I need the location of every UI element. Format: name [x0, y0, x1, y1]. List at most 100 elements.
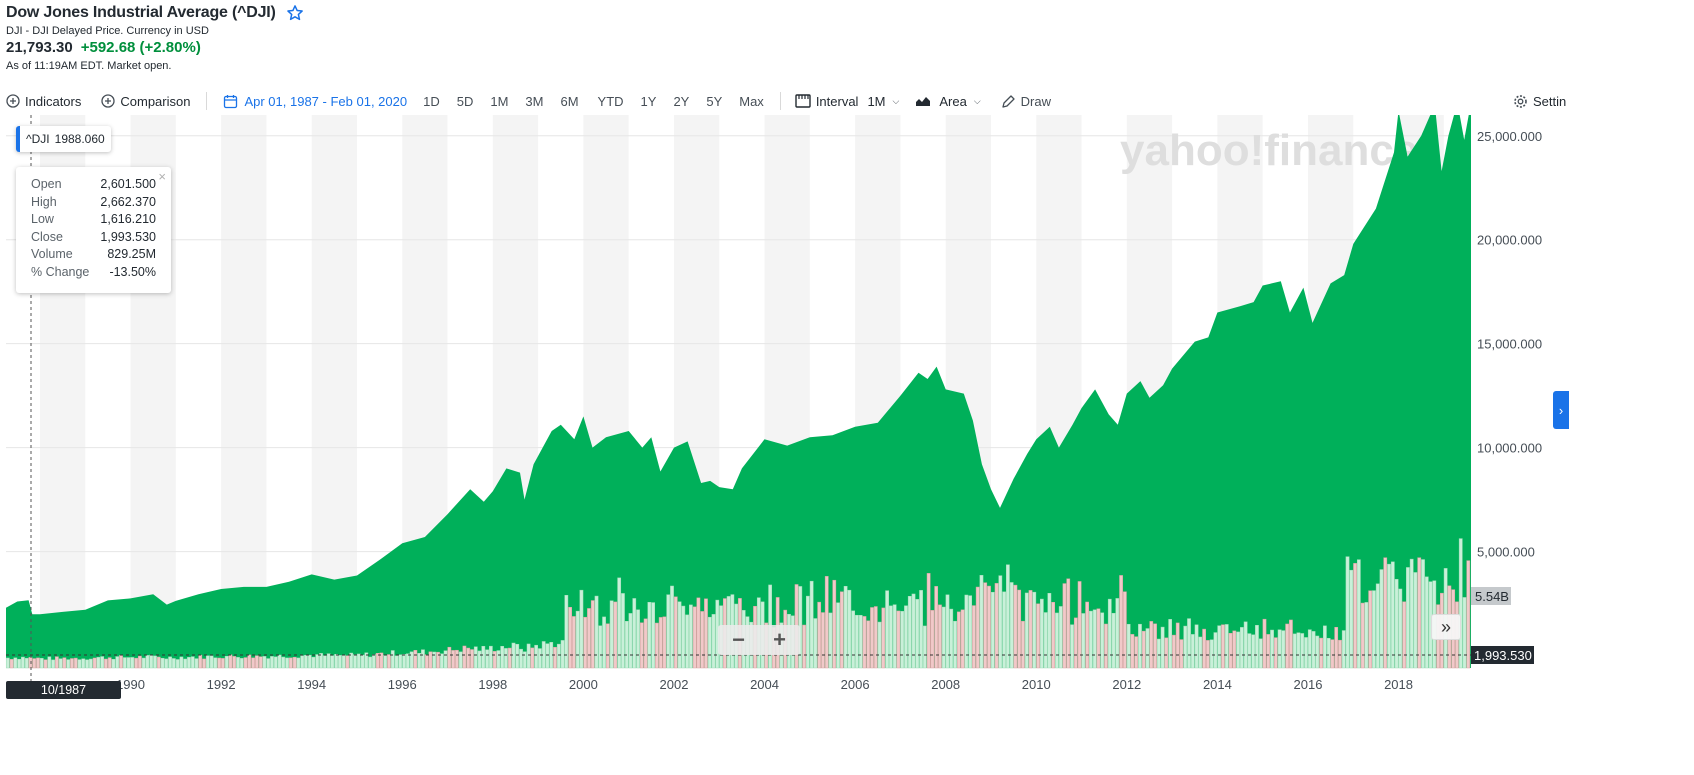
volume-bar	[402, 654, 406, 669]
volume-bar	[398, 654, 403, 669]
volume-bar	[428, 651, 433, 669]
tooltip-row-label: Volume	[31, 247, 73, 262]
volume-bar	[658, 617, 663, 669]
volume-bar	[998, 575, 1003, 669]
volume-bar	[304, 654, 308, 669]
volume-bar	[1281, 630, 1286, 669]
zoom-in-button[interactable]: +	[773, 627, 786, 652]
range-button-5d[interactable]: 5D	[456, 93, 474, 109]
range-button-1d[interactable]: 1D	[423, 93, 440, 109]
x-tick-label: 1992	[207, 677, 236, 692]
volume-bar	[1134, 636, 1139, 669]
volume-bar	[353, 654, 357, 669]
volume-bar	[217, 657, 221, 669]
side-panel-toggle[interactable]: ›	[1553, 391, 1569, 429]
volume-bar	[1172, 634, 1176, 669]
volume-bar	[1255, 625, 1259, 669]
zoom-out-button[interactable]: −	[732, 627, 745, 652]
range-button-ytd[interactable]: YTD	[597, 93, 624, 109]
volume-bar	[828, 612, 833, 669]
volume-bar	[190, 656, 195, 669]
tooltip-row-value: 2,662.370	[100, 194, 156, 209]
scroll-to-end-button[interactable]: »	[1431, 614, 1461, 640]
year-band	[221, 115, 267, 668]
tooltip-row-value: 1,616.210	[100, 212, 156, 227]
chevron-right-icon: ›	[1558, 402, 1564, 418]
tooltip-row-value: 2,601.500	[100, 177, 156, 191]
volume-bar	[202, 658, 206, 669]
volume-bar	[338, 655, 342, 669]
volume-bar	[296, 657, 301, 669]
range-button-5y[interactable]: 5Y	[706, 93, 723, 109]
volume-bar	[1089, 610, 1093, 669]
legend-value: 1988.060	[54, 132, 105, 146]
volume-bar	[1364, 602, 1369, 669]
volume-bars	[5, 538, 1471, 669]
volume-bar	[130, 657, 135, 669]
volume-bar	[1058, 606, 1063, 669]
volume-bar	[266, 658, 271, 669]
chart-type-selector[interactable]: Area ⌵	[915, 94, 981, 109]
volume-bar	[179, 656, 184, 669]
volume-bar	[968, 595, 972, 669]
volume-bar	[1126, 623, 1131, 669]
volume-bar	[198, 654, 203, 669]
comparison-label: Comparison	[120, 93, 191, 109]
interval-value: 1M	[867, 93, 886, 109]
range-button-3m[interactable]: 3M	[525, 93, 544, 109]
volume-bar	[1077, 581, 1082, 669]
volume-bar	[387, 654, 391, 669]
volume-bar	[311, 656, 316, 669]
volume-bar	[613, 601, 618, 669]
volume-bar	[239, 658, 244, 669]
volume-bar	[405, 653, 410, 669]
volume-bar	[9, 659, 14, 669]
range-button-2y[interactable]: 2Y	[673, 93, 690, 109]
volume-bar	[900, 611, 905, 669]
volume-bar	[632, 598, 637, 669]
range-button-max[interactable]: Max	[739, 93, 764, 109]
volume-bar	[643, 618, 648, 669]
volume-bar	[556, 643, 561, 669]
volume-bar	[862, 616, 867, 669]
volume-bar	[138, 655, 142, 669]
series-legend[interactable]: ^DJI 1988.060	[16, 126, 111, 152]
x-tick-label: 2014	[1203, 677, 1232, 692]
star-icon[interactable]	[286, 4, 304, 22]
volume-bar	[689, 604, 693, 669]
x-tick-label: 1990	[116, 677, 145, 692]
range-button-1y[interactable]: 1Y	[640, 93, 657, 109]
close-icon[interactable]: ×	[158, 169, 166, 184]
volume-bar	[1356, 559, 1361, 669]
volume-bar	[92, 657, 97, 669]
volume-bar	[447, 646, 452, 669]
volume-bar	[81, 658, 86, 669]
volume-bar	[451, 650, 455, 669]
settings-button[interactable]: Settin	[1513, 94, 1566, 109]
volume-bar	[1081, 613, 1086, 669]
volume-bar	[1006, 564, 1010, 669]
pencil-icon	[1001, 94, 1015, 108]
volume-bar	[700, 611, 705, 669]
interval-selector[interactable]: Interval 1M ⌵	[795, 93, 899, 109]
volume-bar	[896, 610, 901, 669]
volume-bar	[28, 657, 33, 669]
volume-bar	[655, 622, 659, 669]
volume-bar	[1341, 630, 1346, 669]
volume-bar	[843, 586, 848, 669]
draw-button[interactable]: Draw	[1001, 94, 1051, 109]
ohlc-tooltip: × Open 2,601.500 High 2,662.370 Low 1,616.210…	[16, 167, 171, 293]
date-range-picker[interactable]: Apr 01, 1987 - Feb 01, 2020	[223, 94, 407, 109]
volume-bar	[96, 657, 101, 669]
range-button-1m[interactable]: 1M	[490, 93, 509, 109]
indicators-button[interactable]: Indicators	[6, 94, 81, 109]
x-tick-label: 2004	[750, 677, 779, 692]
range-button-6m[interactable]: 6M	[560, 93, 579, 109]
volume-badge	[1471, 587, 1511, 605]
volume-bar	[1209, 639, 1214, 669]
price-chart[interactable]: yahoo!finance 25,000.000 20,000.000 15,000.…	[0, 115, 1694, 775]
volume-bar	[1100, 612, 1105, 669]
volume-bar	[1360, 602, 1365, 669]
comparison-button[interactable]: Comparison	[101, 94, 190, 109]
current-price: 21,793.30	[6, 39, 73, 56]
